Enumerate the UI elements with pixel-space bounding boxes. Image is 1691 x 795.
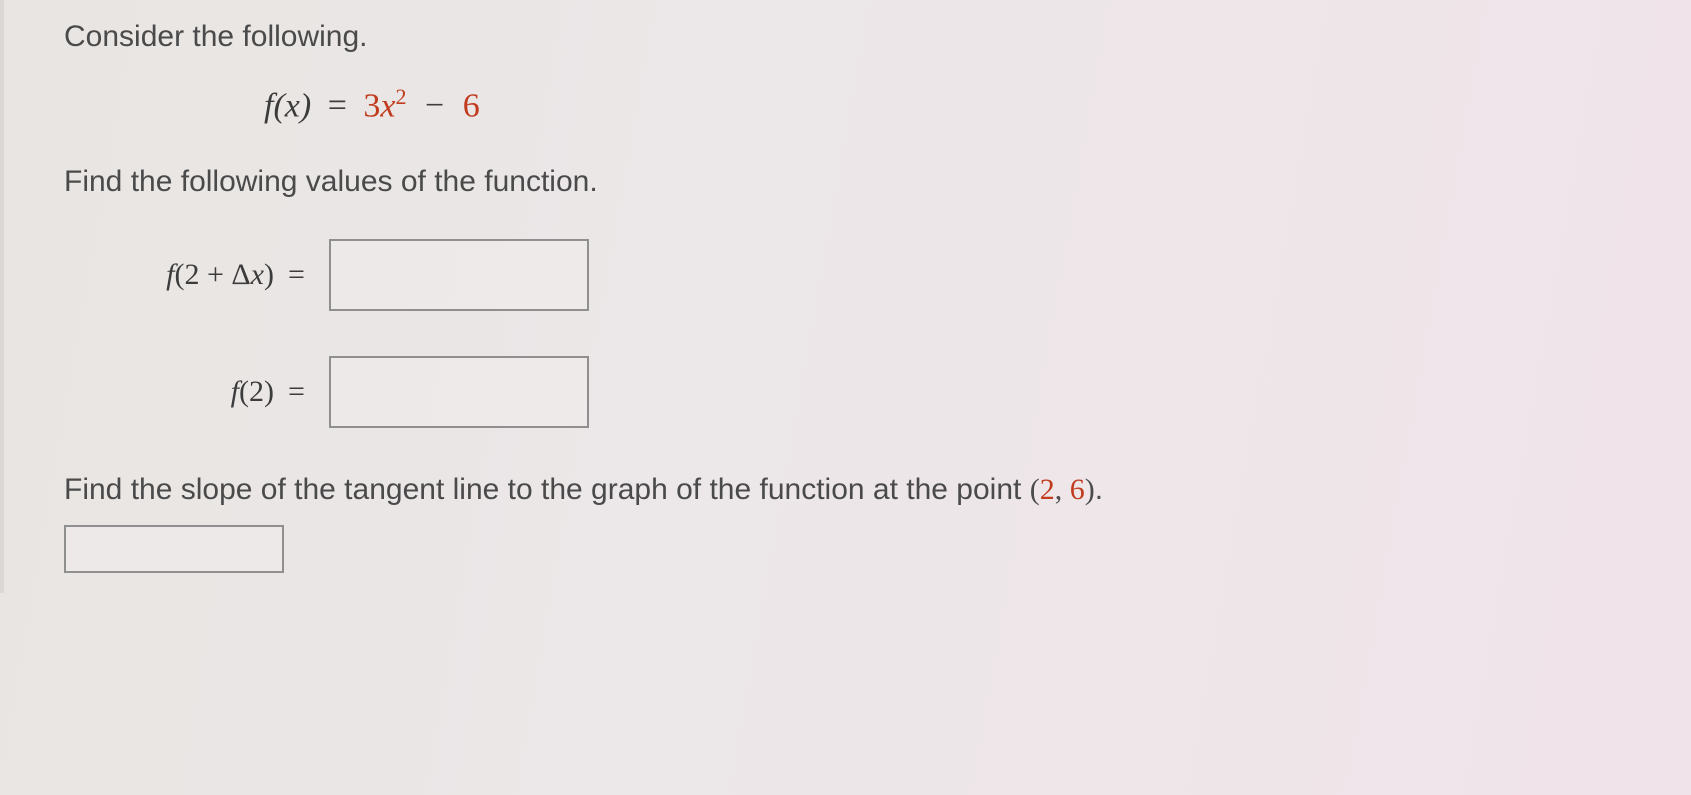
equals-sign-1: =: [288, 258, 305, 292]
label-f-2-plus-dx: f(2 + Δx): [64, 258, 288, 292]
math-exponent: 2: [395, 84, 406, 109]
lbl2-2: 2: [249, 375, 264, 408]
answer-input-slope[interactable]: [64, 525, 284, 573]
equals-sign-2: =: [288, 375, 305, 409]
lbl-2: 2: [184, 258, 199, 291]
lbl2-close: ): [264, 375, 274, 408]
point-open: (: [1030, 473, 1040, 506]
answer-input-f-2[interactable]: [329, 356, 589, 428]
math-var-x: x: [285, 87, 300, 124]
lbl-x: x: [251, 258, 264, 291]
row-f-2-plus-dx: f(2 + Δx) =: [64, 239, 1651, 311]
intro-text: Consider the following.: [64, 20, 1651, 54]
row-f-2: f(2) =: [64, 356, 1651, 428]
math-coef: 3: [363, 87, 380, 124]
tangent-line-prompt: Find the slope of the tangent line to th…: [64, 473, 1651, 507]
math-open-paren: (: [273, 87, 284, 124]
point-y: 6: [1070, 473, 1085, 506]
math-equals: =: [328, 87, 347, 124]
math-close-paren: ): [300, 87, 311, 124]
lbl-plus: +: [199, 258, 231, 291]
point-close: ): [1085, 473, 1095, 506]
function-definition: f(x) = 3x2 − 6: [264, 84, 1651, 125]
point-x: 2: [1040, 473, 1055, 506]
label-f-2: f(2): [64, 375, 288, 409]
question-panel: Consider the following. f(x) = 3x2 − 6 F…: [0, 0, 1691, 593]
lbl2-open: (: [239, 375, 249, 408]
math-x: x: [380, 87, 395, 124]
lbl-open: (: [174, 258, 184, 291]
bottom-prefix: Find the slope of the tangent line to th…: [64, 473, 1030, 506]
point-period: .: [1095, 473, 1103, 506]
lbl2-f: f: [231, 375, 239, 408]
subheading-text: Find the following values of the functio…: [64, 165, 1651, 199]
math-minus: −: [425, 87, 444, 124]
lbl-delta: Δ: [231, 258, 250, 291]
lbl-close: ): [264, 258, 274, 291]
math-constant: 6: [463, 87, 480, 124]
point-comma: ,: [1055, 473, 1070, 506]
answer-input-f-2-plus-dx[interactable]: [329, 239, 589, 311]
